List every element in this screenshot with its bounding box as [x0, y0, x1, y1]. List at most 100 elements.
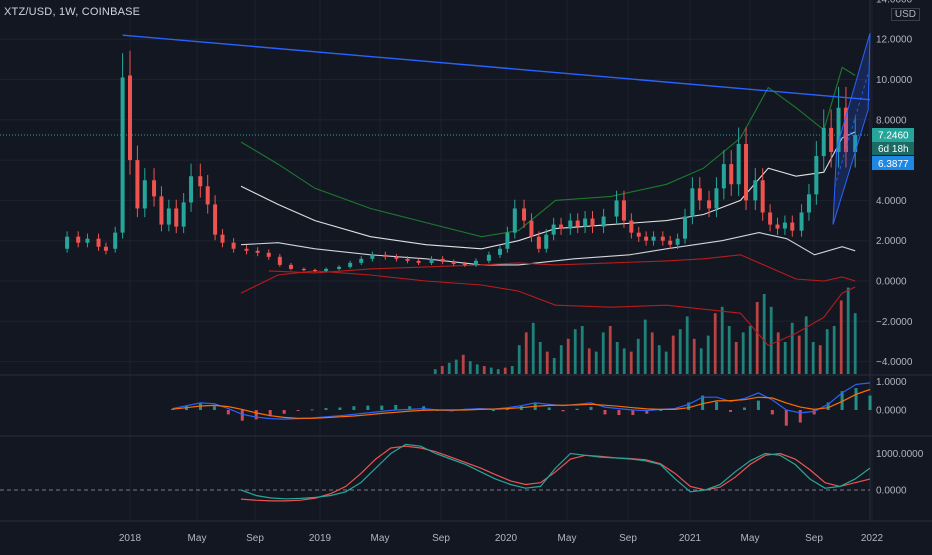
macd-histogram-bar [812, 410, 816, 415]
last-price-label: 7.2460 [878, 130, 909, 141]
volume-bar [531, 322, 535, 374]
macd-histogram-bar [547, 407, 551, 410]
candle [590, 218, 595, 227]
price-tick-label: 2.0000 [876, 236, 907, 247]
stoch-axis: 1000.0000 0.0000 [876, 449, 924, 497]
candle [135, 160, 140, 209]
macd-histogram-bar [729, 410, 733, 412]
volume-bar [685, 316, 689, 374]
macd-histogram-bar [659, 410, 663, 411]
macd-histogram-bar [631, 410, 635, 416]
volume-bar [454, 359, 458, 374]
volume-bar [853, 313, 857, 374]
volume-bar [783, 342, 787, 374]
candle [629, 220, 634, 233]
candle [782, 222, 787, 229]
volume-bar [839, 300, 843, 374]
volume-bar [755, 302, 759, 374]
candle [601, 216, 606, 227]
candle [205, 186, 210, 205]
volume-bar [846, 287, 850, 374]
macd-histogram-bar [784, 410, 788, 426]
macd-histogram-bar [603, 410, 607, 415]
candle [383, 254, 388, 257]
candle [266, 252, 271, 257]
volume-bar [594, 351, 598, 374]
candle [799, 212, 804, 231]
volume-bar [461, 354, 465, 374]
volume-bar [636, 338, 640, 374]
candle [843, 107, 848, 153]
candle [152, 180, 157, 197]
candle [729, 164, 734, 185]
volume-bar [727, 326, 731, 374]
time-tick-label: May [188, 533, 207, 544]
volume-bar [811, 342, 815, 374]
candle [96, 238, 101, 247]
candle [806, 194, 811, 213]
volume-bar [566, 338, 570, 374]
price-tags: 7.2460 6d 18h 6.3877 [872, 127, 914, 170]
candle [429, 258, 434, 263]
volume-bar [622, 348, 626, 374]
candle [213, 204, 218, 235]
time-tick-label: 2022 [861, 533, 884, 544]
price-tick-label: 14.0000 [876, 0, 913, 5]
volume-bar [825, 329, 829, 374]
volume-bar [559, 345, 563, 374]
macd-histogram-bar [324, 408, 328, 410]
macd-histogram-bar [408, 406, 412, 410]
volume-bar [804, 316, 808, 374]
stoch-d-line [240, 445, 871, 502]
volume-bar [818, 345, 822, 374]
candle [697, 188, 702, 201]
candle [551, 224, 556, 235]
volume-bar [545, 351, 549, 374]
candle [166, 208, 171, 225]
time-axis: 2018 May Sep 2019 May Sep 2020 May Sep 2021 May Sep… [119, 533, 884, 544]
macd-histogram-bar [380, 405, 384, 410]
volume-bar [517, 345, 521, 374]
stoch-k-line [240, 443, 871, 500]
macd-histogram-bar [491, 410, 495, 411]
candle [255, 250, 260, 253]
volume-bar [615, 342, 619, 374]
candle [324, 268, 329, 271]
countdown-label: 6d 18h [878, 144, 909, 155]
volume-bar [769, 306, 773, 374]
candle [405, 258, 410, 261]
candle [714, 188, 719, 209]
candle [536, 236, 541, 249]
price-axis: 14.000012.000010.00008.00006.00004.00002… [876, 0, 913, 368]
macd-histogram-bar [854, 388, 858, 410]
candle [836, 107, 841, 153]
candle [498, 248, 502, 255]
candle [790, 222, 795, 231]
channel-level-label: 6.3877 [878, 159, 909, 170]
candle [337, 266, 342, 269]
candle [76, 236, 81, 243]
currency-badge[interactable]: USD [890, 8, 920, 21]
candle [690, 188, 695, 217]
volume-bar [643, 319, 647, 374]
candle [65, 236, 70, 249]
last-price-tag [872, 127, 914, 142]
candle [736, 143, 741, 185]
volume-bar [720, 306, 724, 374]
candle [473, 260, 478, 265]
candle [231, 242, 236, 249]
macd-histogram-bar [226, 410, 230, 415]
volume-bar [552, 358, 556, 374]
volume-bar [538, 342, 542, 374]
macd-histogram-bar [575, 408, 579, 410]
macd-histogram-bar [770, 410, 774, 415]
macd-histogram-bar [366, 405, 370, 410]
candle [313, 269, 317, 272]
volume-bar [440, 366, 444, 374]
macd-histogram-bar [826, 402, 830, 410]
price-tick-label: 4.0000 [876, 196, 907, 207]
candle [288, 264, 293, 269]
trendline [122, 34, 871, 101]
